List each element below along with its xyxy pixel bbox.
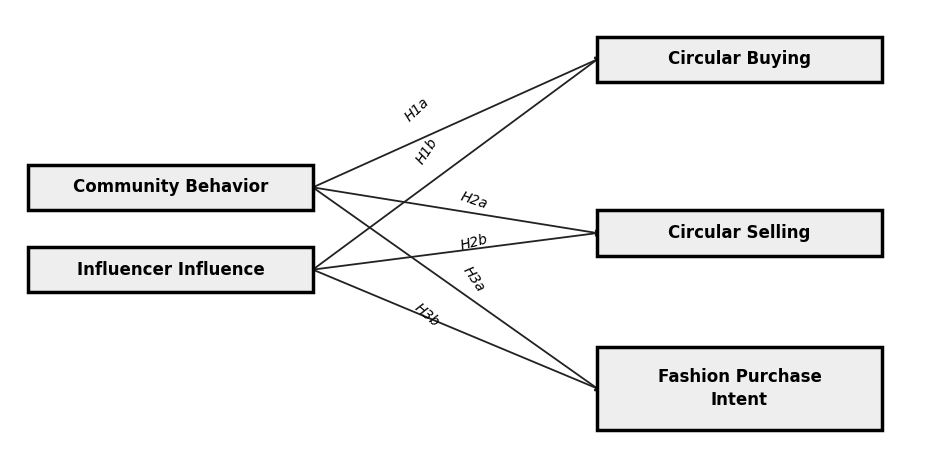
Text: H1b: H1b — [413, 135, 440, 166]
Text: H3b: H3b — [411, 301, 442, 330]
Text: Influencer Influence: Influencer Influence — [77, 260, 264, 279]
FancyBboxPatch shape — [28, 165, 313, 210]
Text: Circular Selling: Circular Selling — [668, 224, 811, 242]
Text: H2a: H2a — [459, 190, 489, 212]
FancyBboxPatch shape — [597, 347, 882, 430]
Text: Fashion Purchase
Intent: Fashion Purchase Intent — [658, 367, 821, 409]
Text: H2b: H2b — [459, 232, 489, 253]
FancyBboxPatch shape — [28, 247, 313, 292]
Text: Community Behavior: Community Behavior — [73, 178, 268, 197]
Text: H3a: H3a — [461, 263, 487, 294]
Text: H1a: H1a — [402, 95, 432, 124]
FancyBboxPatch shape — [597, 37, 882, 82]
FancyBboxPatch shape — [597, 210, 882, 256]
Text: Circular Buying: Circular Buying — [668, 50, 811, 69]
